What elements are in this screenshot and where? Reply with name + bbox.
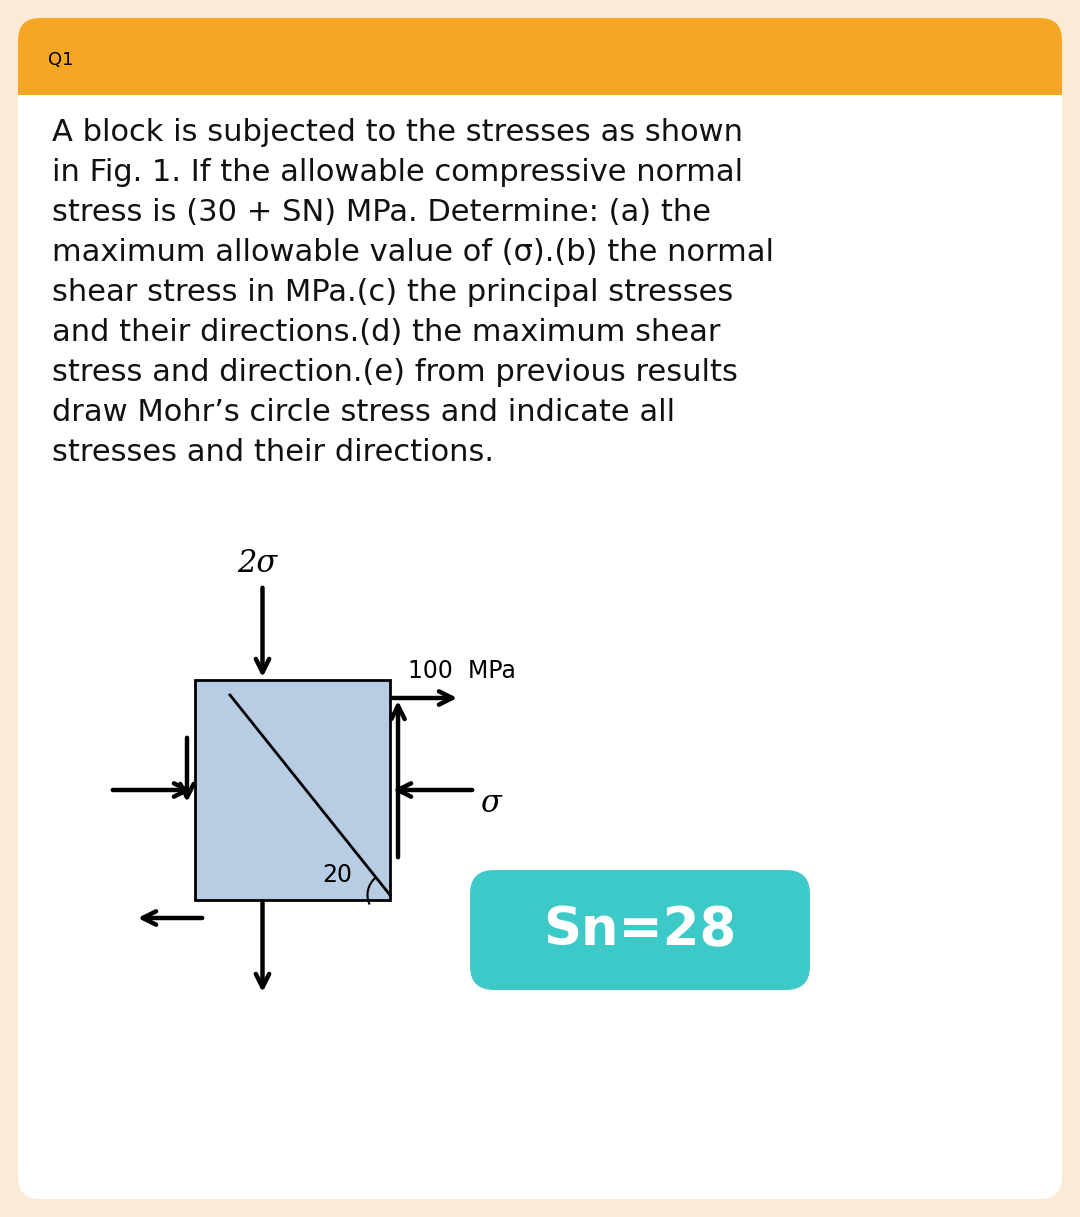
Text: A block is subjected to the stresses as shown
in Fig. 1. If the allowable compre: A block is subjected to the stresses as …: [52, 118, 774, 467]
FancyBboxPatch shape: [18, 18, 1062, 92]
Text: 2σ: 2σ: [238, 548, 278, 579]
Text: Q1: Q1: [48, 51, 73, 69]
Text: Sn=28: Sn=28: [543, 904, 737, 957]
Text: 20: 20: [322, 863, 352, 887]
FancyBboxPatch shape: [18, 18, 1062, 1199]
Text: 100  MPa: 100 MPa: [408, 658, 516, 683]
Bar: [18, 55, 1062, 95]
FancyBboxPatch shape: [470, 870, 810, 989]
Bar: [195, 680, 390, 901]
Text: σ: σ: [480, 787, 501, 819]
